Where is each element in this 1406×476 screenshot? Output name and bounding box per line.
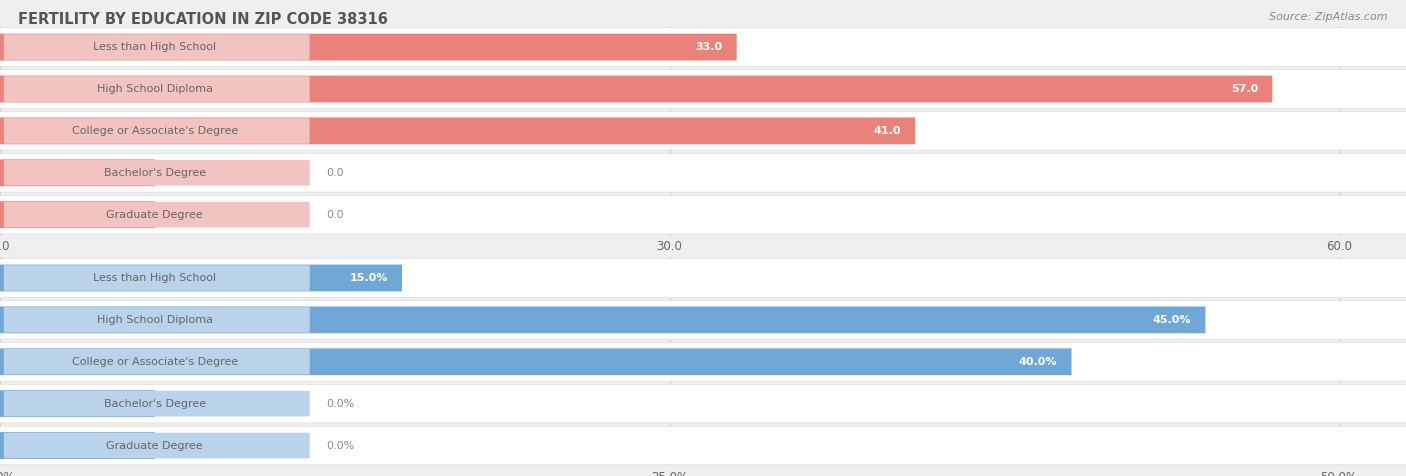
Text: Less than High School: Less than High School — [93, 42, 217, 52]
FancyBboxPatch shape — [0, 259, 1406, 297]
FancyBboxPatch shape — [4, 34, 309, 60]
FancyBboxPatch shape — [0, 307, 1205, 333]
Text: 15.0%: 15.0% — [349, 273, 388, 283]
FancyBboxPatch shape — [0, 154, 1406, 192]
FancyBboxPatch shape — [4, 118, 309, 144]
Text: College or Associate's Degree: College or Associate's Degree — [72, 357, 238, 367]
Text: 45.0%: 45.0% — [1153, 315, 1191, 325]
Text: Graduate Degree: Graduate Degree — [107, 440, 202, 451]
FancyBboxPatch shape — [0, 159, 155, 186]
Text: FERTILITY BY EDUCATION IN ZIP CODE 38316: FERTILITY BY EDUCATION IN ZIP CODE 38316 — [18, 12, 388, 27]
FancyBboxPatch shape — [0, 196, 1406, 234]
FancyBboxPatch shape — [4, 76, 309, 102]
FancyBboxPatch shape — [0, 385, 1406, 423]
FancyBboxPatch shape — [0, 34, 737, 60]
FancyBboxPatch shape — [4, 433, 309, 458]
FancyBboxPatch shape — [4, 202, 309, 228]
Text: Source: ZipAtlas.com: Source: ZipAtlas.com — [1270, 12, 1388, 22]
FancyBboxPatch shape — [0, 390, 155, 417]
FancyBboxPatch shape — [0, 301, 1406, 339]
Text: 40.0%: 40.0% — [1019, 357, 1057, 367]
FancyBboxPatch shape — [4, 349, 309, 375]
Text: Less than High School: Less than High School — [93, 273, 217, 283]
FancyBboxPatch shape — [0, 348, 1071, 375]
FancyBboxPatch shape — [0, 76, 1272, 102]
Text: 41.0: 41.0 — [873, 126, 901, 136]
FancyBboxPatch shape — [0, 432, 155, 459]
Text: High School Diploma: High School Diploma — [97, 315, 212, 325]
FancyBboxPatch shape — [0, 28, 1406, 66]
Text: 57.0: 57.0 — [1230, 84, 1258, 94]
FancyBboxPatch shape — [4, 265, 309, 291]
FancyBboxPatch shape — [0, 426, 1406, 465]
FancyBboxPatch shape — [4, 391, 309, 416]
Text: 0.0: 0.0 — [326, 209, 344, 220]
FancyBboxPatch shape — [0, 112, 1406, 150]
FancyBboxPatch shape — [0, 118, 915, 144]
Text: 0.0%: 0.0% — [326, 398, 354, 409]
Text: 0.0%: 0.0% — [326, 440, 354, 451]
Text: Graduate Degree: Graduate Degree — [107, 209, 202, 220]
FancyBboxPatch shape — [0, 343, 1406, 381]
Text: Bachelor's Degree: Bachelor's Degree — [104, 168, 205, 178]
Text: High School Diploma: High School Diploma — [97, 84, 212, 94]
FancyBboxPatch shape — [4, 307, 309, 333]
FancyBboxPatch shape — [4, 160, 309, 186]
FancyBboxPatch shape — [0, 70, 1406, 108]
Text: 33.0: 33.0 — [696, 42, 723, 52]
Text: College or Associate's Degree: College or Associate's Degree — [72, 126, 238, 136]
FancyBboxPatch shape — [0, 265, 402, 291]
Text: Bachelor's Degree: Bachelor's Degree — [104, 398, 205, 409]
Text: 0.0: 0.0 — [326, 168, 344, 178]
FancyBboxPatch shape — [0, 201, 155, 228]
